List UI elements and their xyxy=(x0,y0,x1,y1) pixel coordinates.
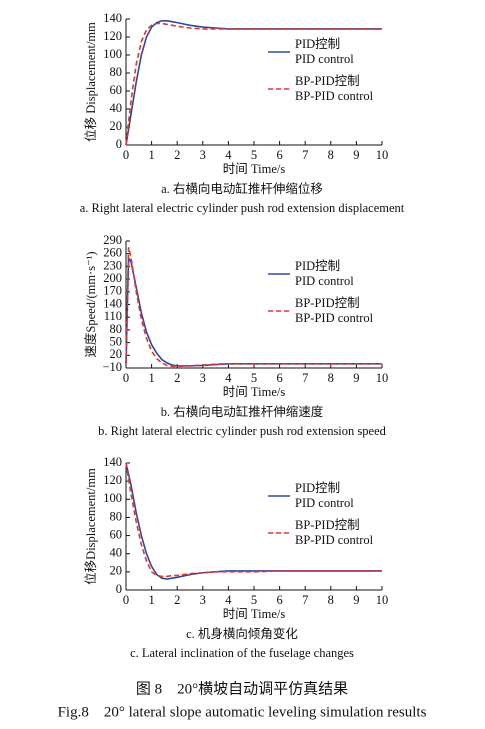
x-tick-label: 6 xyxy=(276,593,282,607)
legend-label: BP-PID控制 xyxy=(295,518,360,532)
y-tick-label: 80 xyxy=(110,322,123,336)
x-tick-label: 4 xyxy=(225,593,232,607)
x-tick-label: 0 xyxy=(123,593,129,607)
y-tick-label: 170 xyxy=(103,284,122,298)
legend-label-en: PID control xyxy=(295,274,354,288)
x-tick-label: 9 xyxy=(353,148,359,162)
figure-caption-en: Fig.8 20° lateral slope automatic leveli… xyxy=(58,704,427,720)
y-tick-label: 50 xyxy=(110,334,123,348)
series-line xyxy=(125,22,382,146)
caption-zh: a. 右横向电动缸推杆伸缩位移 xyxy=(161,181,323,196)
x-tick-label: 4 xyxy=(225,371,232,385)
x-tick-label: 7 xyxy=(302,148,308,162)
y-tick-label: 20 xyxy=(110,347,123,361)
y-tick-label: 60 xyxy=(110,83,123,97)
x-tick-label: 1 xyxy=(148,148,154,162)
y-tick-label: 200 xyxy=(103,271,122,285)
series-line xyxy=(125,20,382,146)
y-tick-label: 120 xyxy=(103,473,122,487)
y-tick-label: −10 xyxy=(102,360,122,374)
figure-caption-zh: 图 8 20°横坡自动调平仿真结果 xyxy=(136,679,348,697)
x-tick-label: 3 xyxy=(200,371,206,385)
x-tick-label: 0 xyxy=(123,148,129,162)
x-tick-label: 3 xyxy=(200,593,206,607)
x-axis-label: 时间 Time/s xyxy=(223,385,286,399)
y-axis-label: 速度Speed/(mm·s⁻¹) xyxy=(83,251,98,357)
x-axis-label: 时间 Time/s xyxy=(223,162,286,176)
x-tick-label: 8 xyxy=(328,593,334,607)
y-tick-label: 230 xyxy=(103,258,122,272)
x-tick-label: 8 xyxy=(328,148,334,162)
legend-label-en: BP-PID control xyxy=(295,89,374,103)
caption-en: b. Right lateral electric cylinder push … xyxy=(98,424,387,438)
y-tick-label: 290 xyxy=(103,233,122,247)
caption-zh: c. 机身横向倾角变化 xyxy=(186,626,298,641)
legend-label: PID控制 xyxy=(295,37,340,51)
y-axis-label: 位移Displacement/mm xyxy=(83,468,98,585)
legend-label: BP-PID控制 xyxy=(295,296,360,310)
caption-zh: b. 右横向电动缸推杆伸缩速度 xyxy=(161,404,324,419)
x-tick-label: 9 xyxy=(353,371,359,385)
caption-en: c. Lateral inclination of the fuselage c… xyxy=(130,646,354,660)
x-tick-label: 0 xyxy=(123,371,129,385)
y-tick-label: 60 xyxy=(110,527,123,541)
y-tick-label: 110 xyxy=(104,309,122,323)
y-tick-label: 0 xyxy=(116,137,122,151)
x-tick-label: 8 xyxy=(328,371,334,385)
x-tick-label: 5 xyxy=(251,593,257,607)
y-axis-label: 位移 Displacement/mm xyxy=(83,22,98,142)
x-tick-label: 7 xyxy=(302,593,308,607)
y-tick-label: 140 xyxy=(103,11,122,25)
y-tick-label: 20 xyxy=(110,564,123,578)
y-tick-label: 140 xyxy=(103,455,122,469)
legend-label: PID控制 xyxy=(295,481,340,495)
series-line xyxy=(125,247,382,368)
y-tick-label: 120 xyxy=(103,29,122,43)
x-axis-label: 时间 Time/s xyxy=(223,607,286,621)
y-tick-label: 80 xyxy=(110,65,123,79)
y-tick-label: 0 xyxy=(116,582,122,596)
x-tick-label: 10 xyxy=(376,593,389,607)
legend-label: PID控制 xyxy=(295,259,340,273)
legend-label-en: BP-PID control xyxy=(295,533,374,547)
x-tick-label: 6 xyxy=(276,371,282,385)
x-tick-label: 10 xyxy=(376,371,389,385)
x-tick-label: 7 xyxy=(302,371,308,385)
series-line xyxy=(125,462,382,578)
legend-label-en: PID control xyxy=(295,52,354,66)
caption-en: a. Right lateral electric cylinder push … xyxy=(80,201,405,215)
y-tick-label: 140 xyxy=(103,296,122,310)
x-tick-label: 2 xyxy=(174,371,180,385)
y-tick-label: 40 xyxy=(110,546,123,560)
x-tick-label: 5 xyxy=(251,148,257,162)
y-tick-label: 40 xyxy=(110,101,123,115)
legend-label: BP-PID控制 xyxy=(295,74,360,88)
x-tick-label: 4 xyxy=(225,148,232,162)
x-tick-label: 2 xyxy=(174,148,180,162)
y-tick-label: 20 xyxy=(110,119,123,133)
y-tick-label: 100 xyxy=(103,491,122,505)
x-tick-label: 2 xyxy=(174,593,180,607)
legend-label-en: PID control xyxy=(295,496,354,510)
x-tick-label: 6 xyxy=(276,148,282,162)
x-tick-label: 3 xyxy=(200,148,206,162)
x-tick-label: 9 xyxy=(353,593,359,607)
x-tick-label: 10 xyxy=(376,148,389,162)
x-tick-label: 5 xyxy=(251,371,257,385)
x-tick-label: 1 xyxy=(148,371,154,385)
legend-label-en: BP-PID control xyxy=(295,311,374,325)
x-tick-label: 1 xyxy=(148,593,154,607)
y-tick-label: 260 xyxy=(103,246,122,260)
y-tick-label: 100 xyxy=(103,47,122,61)
y-tick-label: 80 xyxy=(110,509,123,523)
